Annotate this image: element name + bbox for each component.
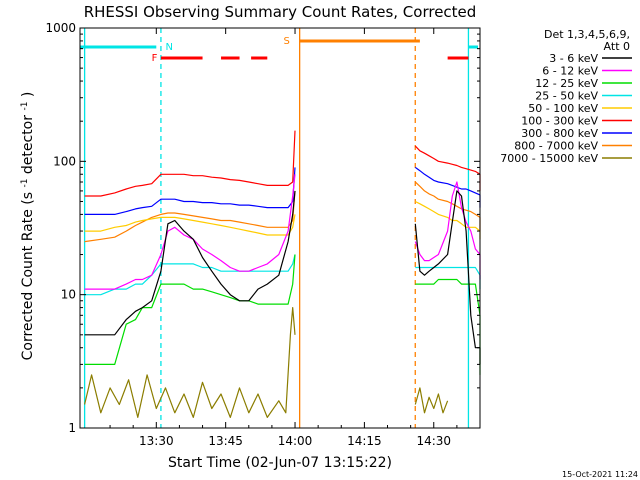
series-line-6-1	[84, 130, 296, 197]
y-tick-label: 1000	[45, 21, 76, 35]
y-axis-label-mid: detector	[20, 115, 36, 174]
plot-frame	[79, 27, 481, 429]
timestamp-label: 15-Oct-2021 11:24	[562, 470, 638, 479]
series-line-5-1	[84, 214, 296, 236]
series-line-7-1	[84, 167, 296, 215]
legend-label: 25 - 50 keV	[535, 90, 598, 103]
series-line-1-1	[84, 190, 296, 336]
x-tick-label: 14:15	[347, 434, 382, 448]
legend-label: 6 - 12 keV	[542, 65, 598, 78]
series-line-9-1	[84, 307, 296, 418]
x-tick-label: 14:00	[278, 434, 313, 448]
vertical-markers	[83, 28, 470, 428]
series-line-8-1	[84, 190, 296, 243]
atten-label-f: F	[152, 53, 158, 64]
legend-label: 12 - 25 keV	[535, 77, 598, 90]
series-line-1-2	[414, 190, 481, 365]
x-tick-label: 13:30	[139, 434, 174, 448]
atten-label-s: S	[283, 36, 289, 47]
attenuator-state-bars: NF S	[80, 36, 478, 64]
series-line-2-1	[84, 174, 296, 290]
series-line-2-2	[414, 181, 481, 280]
legend-label: 3 - 6 keV	[549, 52, 598, 65]
legend-label: 7000 - 15000 keV	[500, 152, 598, 165]
y-axis-label: Corrected Count Rate (s -1 detector -1 )	[15, 92, 36, 361]
series-line-3-2	[415, 278, 481, 375]
series-line-4-1	[84, 254, 296, 296]
y-axis-label-exp-1: -1	[20, 179, 30, 188]
x-tick-label: 13:45	[208, 434, 243, 448]
chart-title: RHESSI Observing Summary Count Rates, Co…	[84, 3, 477, 21]
y-axis-label-main: Corrected Count Rate (s	[20, 192, 36, 360]
legend-label: 50 - 100 keV	[528, 102, 598, 115]
series-line-9-2	[414, 387, 449, 414]
y-tick-label: 100	[53, 154, 76, 168]
series-line-5-2	[415, 200, 481, 240]
svg-text:Corrected Count Rate (s: Corrected Count Rate (s -1 detector -1 )	[15, 92, 36, 361]
series-line-4-2	[415, 266, 481, 290]
legend-label: 300 - 800 keV	[521, 127, 598, 140]
legend-header-line: Att 0	[604, 40, 630, 53]
atten-label-n: N	[166, 42, 173, 53]
legend-label: 100 - 300 keV	[521, 115, 598, 128]
y-axis-label-exp-2: -1	[20, 102, 30, 111]
y-axis-label-end: )	[20, 92, 36, 97]
y-tick-label: 10	[61, 288, 76, 302]
x-axis-label: Start Time (02-Jun-07 13:15:22)	[168, 455, 392, 471]
x-tick-label: 14:30	[416, 434, 451, 448]
y-tick-label: 1	[68, 421, 76, 435]
series-lines	[84, 130, 481, 418]
legend-header-line: Det 1,3,4,5,6,9,	[544, 28, 630, 41]
series-line-3-1	[84, 254, 296, 365]
axes: 13:30 13:45 14:00 14:15 14:30 1 10 100 1000	[45, 21, 481, 448]
legend-label: 800 - 7000 keV	[514, 140, 598, 153]
